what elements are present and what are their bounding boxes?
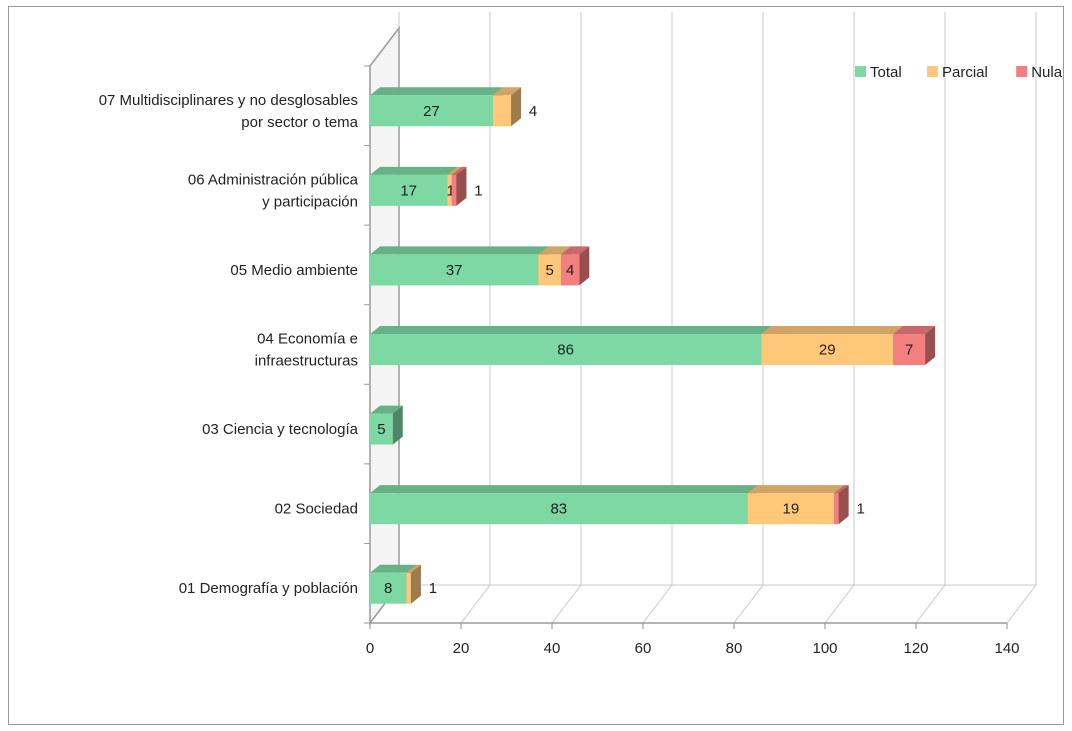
bar-top-parcial-5 (747, 485, 845, 494)
category-label-1-1: y participación (262, 193, 358, 210)
data-label-nula-3: 7 (905, 342, 913, 359)
bar-top-total-0 (370, 87, 503, 96)
data-label-nula-5: 1 (856, 501, 864, 518)
data-label-total-5: 83 (550, 501, 567, 518)
bar-total-5 (370, 493, 748, 525)
x-tick-label-60: 60 (635, 640, 652, 657)
bar-parcial-1 (447, 174, 452, 206)
gridline-40 (551, 12, 582, 624)
data-label-parcial-2: 5 (546, 262, 554, 279)
legend-swatch-total (855, 66, 866, 77)
category-label-0-1: por sector o tema (241, 114, 358, 131)
bar-side-parcial-6 (410, 564, 421, 604)
legend-label-parcial: Parcial (942, 64, 988, 81)
legend-swatch-nula (1016, 66, 1028, 77)
data-label-parcial-1: 1 (446, 182, 454, 199)
data-label-nula-0: 4 (529, 103, 537, 120)
bar-nula-1 (451, 174, 457, 206)
bar-total-1 (370, 174, 448, 206)
category-label-3-1: infraestructuras (255, 353, 358, 370)
data-label-total-2: 37 (446, 262, 463, 279)
bar-side-nula-3 (925, 326, 936, 365)
gridline-140 (1006, 12, 1037, 624)
category-label-4-0: 03 Ciencia y tecnología (202, 421, 359, 438)
x-tick-label-40: 40 (544, 640, 561, 657)
bar-top-total-4 (370, 405, 403, 414)
data-label-nula-2: 4 (566, 262, 574, 279)
bar-side-total-4 (392, 405, 403, 445)
data-label-total-1: 17 (400, 182, 417, 199)
bar-side-nula-2 (579, 246, 590, 286)
bar-nula-5 (834, 493, 839, 525)
bar-nula-2 (561, 254, 580, 286)
floor-back-edge (369, 584, 1036, 624)
bar-parcial-3 (761, 334, 894, 365)
bar-side-nula-1 (456, 166, 467, 206)
bar-side-nula-5 (838, 485, 849, 525)
bar-total-3 (370, 334, 762, 365)
bar-top-parcial-6 (406, 564, 421, 573)
bar-top-parcial-3 (761, 326, 904, 334)
category-label-0-0: 07 Multidisciplinares y no desglosables (99, 92, 358, 109)
bar-top-total-3 (370, 326, 772, 334)
bar-top-nula-2 (561, 246, 590, 255)
bar-nula-3 (893, 334, 926, 365)
gridline-60 (642, 12, 673, 624)
chart-frame: 0 20 40 60 80 100 120 140 27 4 07 Multidisciplinar… (8, 6, 1064, 725)
data-label-parcial-5: 19 (783, 501, 800, 518)
bar-top-parcial-1 (447, 166, 462, 175)
data-label-total-3: 86 (557, 342, 574, 359)
category-label-3-0: 04 Economía e (257, 331, 358, 348)
data-label-nula-6: 1 (429, 580, 437, 597)
category-label-5-0: 02 Sociedad (275, 501, 358, 518)
legend-label-nula: Nula (1031, 64, 1063, 81)
x-tick-label-140: 140 (994, 640, 1019, 657)
legend-label-total: Total (870, 64, 902, 81)
x-tick-label-120: 120 (903, 640, 928, 657)
bar-top-total-2 (370, 246, 549, 255)
bar-total-0 (370, 95, 493, 127)
x-tick-label-80: 80 (726, 640, 743, 657)
data-label-parcial-3: 29 (819, 342, 836, 359)
x-tick-label-0: 0 (366, 640, 374, 657)
x-tick-label-20: 20 (453, 640, 470, 657)
bar-top-total-5 (370, 485, 758, 494)
data-label-total-4: 5 (377, 421, 385, 438)
gridline-120 (915, 12, 946, 624)
bar-total-4 (370, 413, 393, 445)
bar-top-nula-1 (451, 166, 467, 175)
data-label-total-0: 27 (423, 103, 440, 120)
bar-parcial-5 (747, 493, 835, 525)
category-label-2-0: 05 Medio ambiente (230, 262, 358, 279)
legend-swatch-parcial (927, 66, 938, 77)
bar-top-parcial-0 (492, 87, 522, 96)
bar-parcial-2 (538, 254, 562, 286)
gridline-80 (733, 12, 764, 624)
bar-top-parcial-2 (538, 246, 572, 255)
bar-side-parcial-0 (511, 87, 522, 127)
data-label-total-6: 8 (384, 580, 392, 597)
bar-parcial-0 (492, 95, 512, 127)
gridline-20 (460, 12, 491, 624)
bar-top-total-6 (370, 564, 417, 573)
bar-parcial-6 (406, 572, 411, 604)
x-tick-label-100: 100 (812, 640, 837, 657)
data-label-nula-1: 1 (474, 182, 482, 199)
gridline-100 (824, 12, 855, 624)
bar-top-nula-3 (893, 326, 936, 334)
bar-top-total-1 (370, 166, 458, 175)
category-label-6-0: 01 Demografía y población (179, 580, 358, 597)
bar-total-6 (370, 572, 407, 604)
category-label-1-0: 06 Administración pública (188, 171, 359, 188)
bar-top-nula-5 (834, 485, 849, 494)
stacked-bar-chart: 0 20 40 60 80 100 120 140 27 4 07 Multidisciplinar… (99, 12, 1063, 657)
bar-total-2 (370, 254, 539, 286)
